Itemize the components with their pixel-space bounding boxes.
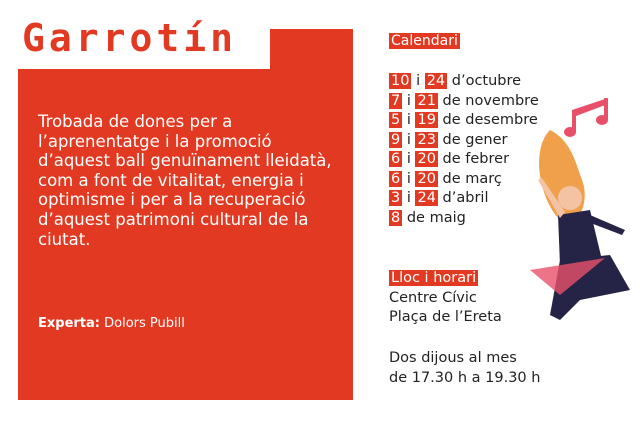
calendar-day: 7 [389,92,403,109]
calendar-separator: i [406,112,411,128]
location-line1: Centre Cívic [389,289,477,306]
calendar-row: 3 i 24 d’abril [389,189,539,209]
schedule-line2: de 17.30 h a 19.30 h [389,369,541,386]
location-block: Lloc i horari Centre Cívic Plaça de l’Er… [389,269,502,328]
calendar-day: 20 [415,151,438,167]
calendar-separator: i [406,92,411,109]
description-panel [18,29,353,400]
calendar-day: 10 [389,73,412,89]
calendar-separator: i [406,131,411,148]
page-title: Garrotín [22,16,238,60]
calendar-day: 23 [415,131,438,148]
calendar-row: 6 i 20 de març [389,170,539,190]
calendar-month: de novembre [442,92,539,109]
title-background [18,16,270,69]
raised-arm [538,178,565,218]
calendar-day: 5 [389,112,403,128]
calendar-day: 20 [415,170,438,187]
calendar-month: d’octubre [451,73,522,89]
calendar-month: de maig [406,209,466,226]
music-note-icon [564,98,608,137]
location-line2: Plaça de l’Ereta [389,309,502,325]
expert-name: Dolors Pubill [104,316,185,331]
torso-shape [558,210,602,265]
expert-line: Experta: Dolors Pubill [38,316,185,331]
schedule-line1: Dos dijous al mes [389,350,517,366]
calendar-row: 6 i 20 de febrer [389,150,539,170]
calendar-row: 9 i 23 de gener [389,131,539,151]
calendar-month: de març [442,170,502,187]
calendar-day: 19 [415,112,438,128]
calendar-day: 24 [424,73,448,89]
calendar-separator: i [406,151,411,167]
calendar-day: 8 [389,209,403,226]
expert-label: Experta: [38,316,100,331]
location-heading: Lloc i horari [389,270,479,286]
calendar-list: 10 i 24 d’octubre 7 i 21 de novembre 5 i 1… [389,72,539,228]
description-text: Trobada de dones per a l’aprenentatge i … [38,112,332,249]
calendar-row: 7 i 21 de novembre [389,92,539,112]
face-shape [558,186,582,210]
calendar-day: 21 [415,92,438,109]
calendar-month: de febrer [442,151,510,167]
calendar-day: 6 [389,170,403,187]
calendar-separator: i [406,170,411,187]
calendar-day: 24 [415,190,438,206]
calendar-row: 10 i 24 d’octubre [389,72,539,92]
arm-shape [588,215,625,235]
calendar-separator: i [406,190,411,206]
calendar-day: 3 [389,190,403,206]
calendar-day: 6 [389,151,403,167]
calendar-separator: i [416,73,421,89]
calendar-heading-label: Calendari [389,33,460,49]
calendar-row: 8 de maig [389,209,539,229]
calendar-month: de desembre [442,112,538,128]
skirt-fringe [530,258,605,295]
calendar-month: d’abril [442,190,489,206]
dancing-woman-illustration [530,98,630,320]
schedule-block: Dos dijous al mes de 17.30 h a 19.30 h [389,349,540,388]
calendar-row: 5 i 19 de desembre [389,111,539,131]
calendar-day: 9 [389,131,403,148]
calendar-heading: Calendari [389,33,460,49]
calendar-month: de gener [442,131,508,148]
